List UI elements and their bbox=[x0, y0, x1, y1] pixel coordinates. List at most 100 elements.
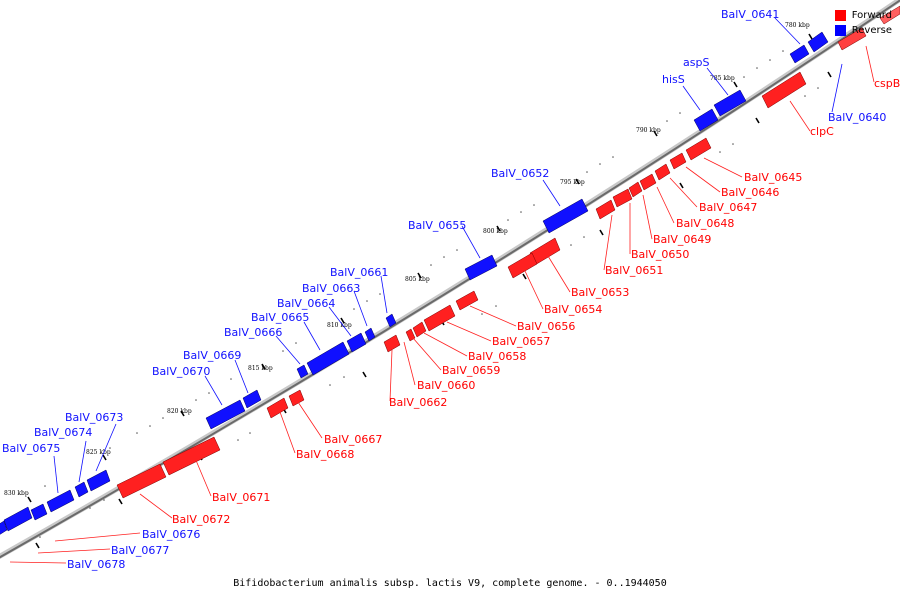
gene-BalV_0668 bbox=[266, 397, 289, 419]
gene-BalV_0669 bbox=[242, 389, 262, 409]
legend-forward: Forward bbox=[834, 8, 892, 23]
forward-leaders bbox=[9, 45, 875, 564]
gene-BalV_0665 bbox=[306, 341, 350, 376]
label-BalV_0677: BalV_0677 bbox=[111, 544, 169, 557]
tick-label-810: 810 kbp bbox=[327, 322, 352, 329]
label-BalV_0660: BalV_0660 bbox=[417, 379, 475, 392]
label-BalV_0658: BalV_0658 bbox=[468, 350, 526, 363]
tick-label-820: 820 kbp bbox=[167, 408, 192, 415]
label-BalV_0641: BalV_0641 bbox=[721, 8, 779, 21]
gene-BalV_0671 bbox=[162, 436, 221, 476]
reverse-genes bbox=[0, 31, 829, 535]
label-BalV_0640: BalV_0640 bbox=[828, 111, 886, 124]
gene-BalV_0640 bbox=[789, 44, 810, 64]
gene-clpC bbox=[761, 71, 807, 109]
gene-BalV_0675a bbox=[46, 489, 75, 513]
label-BalV_0662: BalV_0662 bbox=[389, 396, 447, 409]
gene-BalV_0667 bbox=[288, 389, 305, 407]
map-caption: Bifidobacterium animalis subsp. lactis V… bbox=[233, 578, 667, 589]
gene-BalV_0645 bbox=[685, 137, 712, 161]
label-BalV_0648: BalV_0648 bbox=[676, 217, 734, 230]
tick-label-830: 830 kbp bbox=[4, 490, 29, 497]
tick-label-825: 825 kbp bbox=[86, 449, 111, 456]
gene-BalV_0657 bbox=[423, 304, 456, 332]
label-BalV_0671: BalV_0671 bbox=[212, 491, 270, 504]
gene-BalV_0663 bbox=[364, 327, 376, 342]
gene-BalV_0666 bbox=[296, 364, 309, 379]
gene-BalV_0646 bbox=[669, 152, 687, 170]
gene-BalV_0664 bbox=[346, 332, 367, 353]
gene-edge bbox=[3, 506, 33, 532]
label-BalV_0646: BalV_0646 bbox=[721, 186, 779, 199]
forward-gene-labels: cspB clpC BalV_0645 BalV_0646 BalV_0647 … bbox=[172, 77, 900, 526]
forward-swatch bbox=[834, 10, 846, 21]
label-BalV_0676: BalV_0676 bbox=[142, 528, 200, 541]
label-hisS: hisS bbox=[662, 73, 685, 86]
gene-BalV_0672 bbox=[116, 463, 167, 499]
ruler-dots bbox=[39, 50, 819, 538]
gene-BalV_0662 bbox=[383, 334, 401, 353]
tick-label-800: 800 kbp bbox=[483, 228, 508, 235]
gene-BalV_0648 bbox=[639, 173, 657, 191]
tick-label-790: 790 kbp bbox=[636, 127, 661, 134]
reverse-swatch bbox=[834, 25, 846, 36]
label-BalV_0675: BalV_0675 bbox=[2, 442, 60, 455]
label-BalV_0651: BalV_0651 bbox=[605, 264, 663, 277]
bottom-gene-labels: BalV_0676 BalV_0677 BalV_0678 bbox=[67, 528, 200, 571]
gene-BalV_0654 bbox=[507, 252, 538, 279]
label-BalV_0647: BalV_0647 bbox=[699, 201, 757, 214]
label-BalV_0656: BalV_0656 bbox=[517, 320, 575, 333]
label-BalV_0654: BalV_0654 bbox=[544, 303, 602, 316]
legend-reverse-label: Reverse bbox=[851, 25, 892, 36]
label-BalV_0649: BalV_0649 bbox=[653, 233, 711, 246]
label-BalV_0669: BalV_0669 bbox=[183, 349, 241, 362]
label-BalV_0665: BalV_0665 bbox=[251, 311, 309, 324]
genome-backbone bbox=[0, 0, 900, 560]
gene-BalV_0641 bbox=[807, 31, 829, 53]
tick-label-780: 780 kbp bbox=[785, 22, 810, 29]
label-clpC: clpC bbox=[810, 125, 834, 138]
tick-label-805: 805 kbp bbox=[405, 276, 430, 283]
gene-BalV_0650 bbox=[612, 188, 633, 208]
label-BalV_0667: BalV_0667 bbox=[324, 433, 382, 446]
label-BalV_0672: BalV_0672 bbox=[172, 513, 230, 526]
label-BalV_0670: BalV_0670 bbox=[152, 365, 210, 378]
gene-BalV_0673 bbox=[86, 469, 111, 492]
tick-label-795: 795 kbp bbox=[560, 179, 585, 186]
label-BalV_0664: BalV_0664 bbox=[277, 297, 335, 310]
label-BalV_0661: BalV_0661 bbox=[330, 266, 388, 279]
label-BalV_0659: BalV_0659 bbox=[442, 364, 500, 377]
gene-upper bbox=[879, 5, 900, 25]
tick-label-785: 785 kbp bbox=[710, 75, 735, 82]
label-BalV_0674: BalV_0674 bbox=[34, 426, 92, 439]
gene-aspS bbox=[713, 89, 747, 117]
gene-BalV_0655 bbox=[464, 254, 498, 281]
gene-BalV_0647 bbox=[654, 163, 671, 181]
label-BalV_0655: BalV_0655 bbox=[408, 219, 466, 232]
gene-BalV_0658 bbox=[412, 321, 427, 338]
label-cspB: cspB bbox=[874, 77, 900, 90]
gene-BalV_0675b bbox=[30, 503, 48, 521]
forward-genes bbox=[116, 5, 900, 499]
label-BalV_0650: BalV_0650 bbox=[631, 248, 689, 261]
tick-label-815: 815 kbp bbox=[248, 365, 273, 372]
reverse-leaders bbox=[53, 17, 843, 494]
label-BalV_0666: BalV_0666 bbox=[224, 326, 282, 339]
legend: Forward Reverse bbox=[834, 8, 892, 38]
label-BalV_0652: BalV_0652 bbox=[491, 167, 549, 180]
gene-cspB bbox=[837, 27, 867, 51]
gene-BalV_0674 bbox=[74, 481, 89, 498]
gene-BalV_0670 bbox=[205, 399, 246, 430]
label-aspS: aspS bbox=[683, 56, 709, 69]
label-BalV_0645: BalV_0645 bbox=[744, 171, 802, 184]
gene-BalV_0656 bbox=[455, 290, 479, 311]
label-BalV_0678: BalV_0678 bbox=[67, 558, 125, 571]
gene-BalV_0651 bbox=[595, 199, 616, 220]
label-BalV_0653: BalV_0653 bbox=[571, 286, 629, 299]
ruler-labels: 780 kbp 785 kbp 790 kbp 795 kbp 800 kbp … bbox=[4, 22, 810, 497]
gene-BalV_0649 bbox=[628, 181, 643, 198]
label-BalV_0668: BalV_0668 bbox=[296, 448, 354, 461]
label-BalV_0657: BalV_0657 bbox=[492, 335, 550, 348]
legend-reverse: Reverse bbox=[834, 23, 892, 38]
